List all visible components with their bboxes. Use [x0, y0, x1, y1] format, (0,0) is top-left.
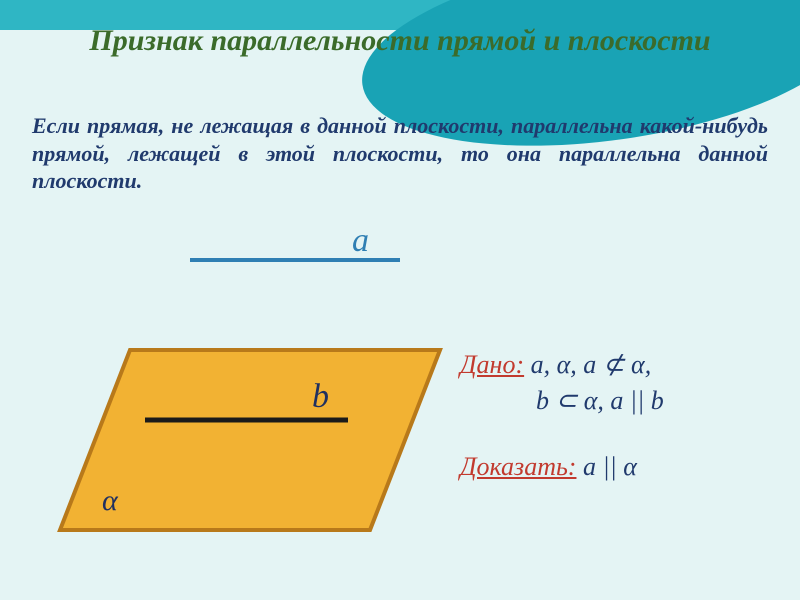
- given-block: Дано: a, α, a ⊄ α,: [460, 350, 651, 380]
- theorem-text: Если прямая, не лежащая в данной плоскос…: [32, 112, 768, 195]
- page-title: Признак параллельности прямой и плоскост…: [0, 24, 800, 58]
- label-a: a: [352, 222, 369, 260]
- geometry-figure: [40, 230, 460, 570]
- prove-label: Доказать:: [460, 452, 576, 481]
- given-label: Дано:: [460, 350, 524, 379]
- label-b: b: [312, 378, 329, 416]
- label-alpha: α: [102, 484, 118, 518]
- diagram: a b α: [40, 230, 460, 570]
- given-line2: b ⊂ α, a || b: [536, 386, 664, 416]
- given-line1: a, α, a ⊄ α,: [524, 350, 651, 379]
- prove-text: a || α: [576, 452, 636, 481]
- prove-block: Доказать: a || α: [460, 452, 637, 482]
